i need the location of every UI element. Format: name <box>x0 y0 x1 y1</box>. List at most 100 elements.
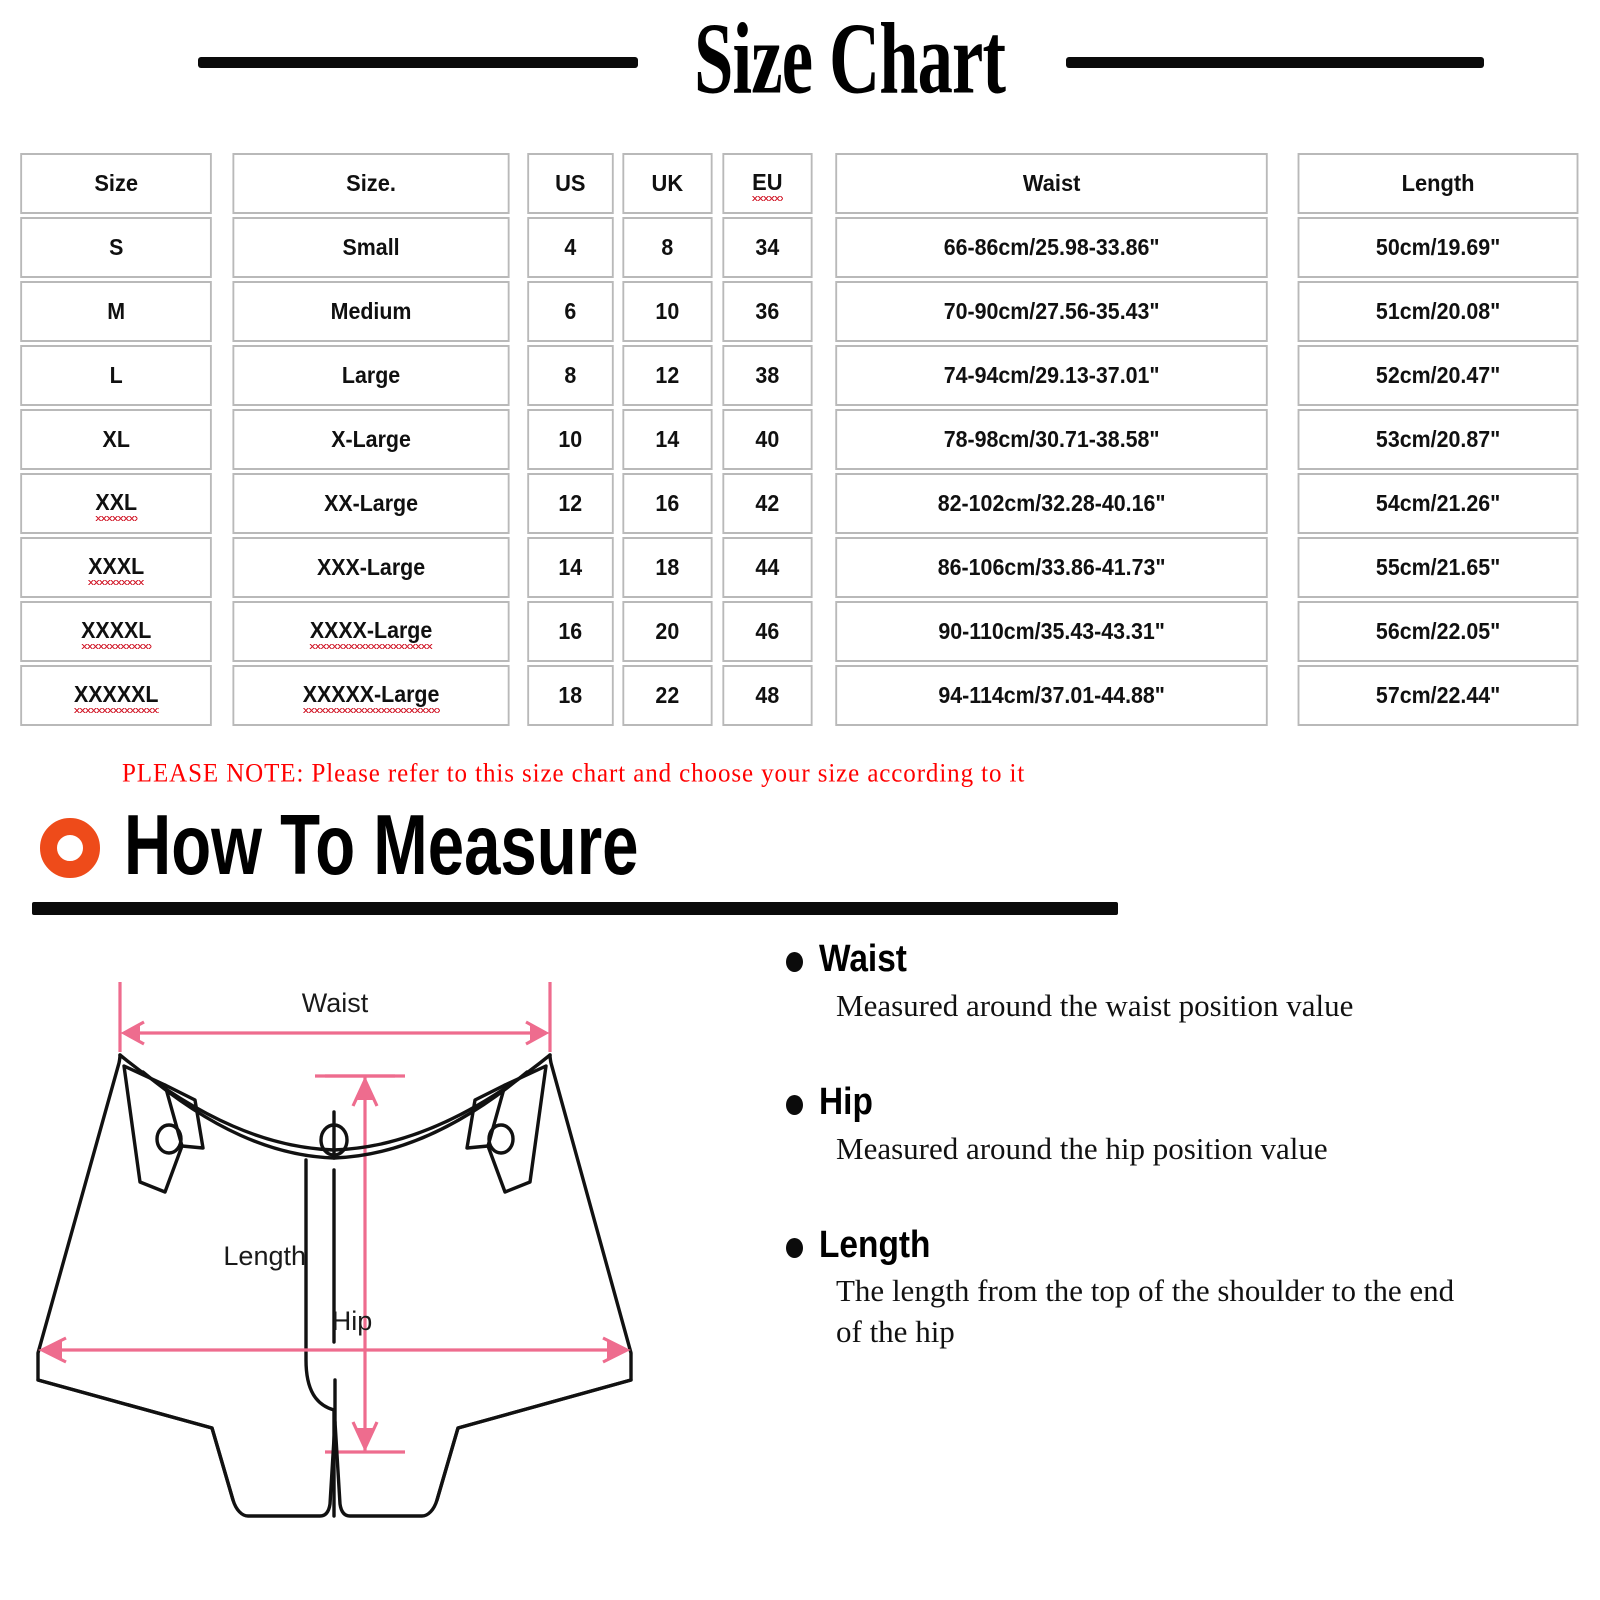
table-header-row: Size Size. US UK EU Waist Length <box>13 153 1589 214</box>
cell-waist: 66-86cm/25.98-33.86" <box>834 217 1268 278</box>
diagram-length-label: Length <box>223 1241 306 1271</box>
table-row: XXXXL XXXX-Large 16 20 46 90-110cm/35.43… <box>13 601 1589 662</box>
measure-label-waist: Waist <box>819 938 907 980</box>
cell-eu: 46 <box>722 601 813 662</box>
cell-waist: 78-98cm/30.71-38.58" <box>834 409 1268 470</box>
cell-size-text: XXL <box>95 489 137 521</box>
cell-size-text: XXXXXL <box>74 681 158 713</box>
cell-size-name: XXX-Large <box>232 537 511 598</box>
cell-size: XXXXL <box>20 601 213 662</box>
cell-size-name-text: XXXXX-Large <box>303 681 440 713</box>
cell-size-text: XXXXL <box>81 617 152 649</box>
cell-size-name: XXXX-Large <box>232 601 511 662</box>
cell-us: 12 <box>526 473 613 534</box>
cell-us: 4 <box>526 217 613 278</box>
cell-size-name: Small <box>232 217 511 278</box>
col-header-size-name: Size. <box>232 153 511 214</box>
col-header-uk: UK <box>622 153 713 214</box>
measure-item-waist: Waist Measured around the waist position… <box>786 938 1586 1027</box>
measure-label-hip: Hip <box>819 1080 873 1123</box>
col-header-length: Length <box>1297 153 1579 214</box>
cell-length: 57cm/22.44" <box>1297 665 1579 726</box>
cell-waist: 74-94cm/29.13-37.01" <box>834 345 1268 406</box>
cell-length: 50cm/19.69" <box>1297 217 1579 278</box>
measure-definitions-list: Waist Measured around the waist position… <box>786 938 1586 1409</box>
cell-size-name-text: XXXX-Large <box>310 617 433 649</box>
cell-size-name: XX-Large <box>232 473 511 534</box>
diagram-hip-label: Hip <box>332 1306 373 1336</box>
cell-uk: 20 <box>622 601 713 662</box>
cell-size: L <box>20 345 213 406</box>
measure-desc-hip: Measured around the hip position value <box>836 1130 1328 1166</box>
cell-size: XL <box>20 409 213 470</box>
col-header-size: Size <box>20 153 213 214</box>
table-row: XL X-Large 10 14 40 78-98cm/30.71-38.58"… <box>13 409 1589 470</box>
cell-waist: 94-114cm/37.01-44.88" <box>834 665 1268 726</box>
cell-uk: 22 <box>622 665 713 726</box>
title-rule-right <box>1065 56 1484 68</box>
cell-us: 18 <box>526 665 613 726</box>
table-row: XXXL XXX-Large 14 18 44 86-106cm/33.86-4… <box>13 537 1589 598</box>
col-header-waist: Waist <box>834 153 1268 214</box>
col-header-eu: EU <box>722 153 813 214</box>
cell-length: 54cm/21.26" <box>1297 473 1579 534</box>
cell-waist: 86-106cm/33.86-41.73" <box>834 537 1268 598</box>
how-to-measure-underline <box>32 902 1118 915</box>
cell-eu: 34 <box>722 217 813 278</box>
how-to-measure-heading: How To Measure <box>124 797 639 894</box>
cell-uk: 16 <box>622 473 713 534</box>
cell-uk: 12 <box>622 345 713 406</box>
cell-length: 53cm/20.87" <box>1297 409 1579 470</box>
cell-uk: 14 <box>622 409 713 470</box>
cell-eu: 40 <box>722 409 813 470</box>
cell-uk: 8 <box>622 217 713 278</box>
col-header-us: US <box>526 153 613 214</box>
cell-eu: 44 <box>722 537 813 598</box>
cell-size: M <box>20 281 213 342</box>
cell-uk: 10 <box>622 281 713 342</box>
cell-us: 16 <box>526 601 613 662</box>
measure-item-length: Length The length from the top of the sh… <box>786 1223 1586 1354</box>
cell-size: XXXXXL <box>20 665 213 726</box>
measure-desc-length: The length from the top of the shoulder … <box>836 1273 1455 1350</box>
page-title: Size Chart <box>694 1 1006 116</box>
page-title-banner: Size Chart <box>0 8 1600 116</box>
cell-us: 8 <box>526 345 613 406</box>
measure-label-length: Length <box>819 1223 931 1266</box>
cell-eu: 38 <box>722 345 813 406</box>
table-row: S Small 4 8 34 66-86cm/25.98-33.86" 50cm… <box>13 217 1589 278</box>
table-row: M Medium 6 10 36 70-90cm/27.56-35.43" 51… <box>13 281 1589 342</box>
cell-size-text: XXXL <box>88 553 145 585</box>
cell-size: S <box>20 217 213 278</box>
cell-eu: 42 <box>722 473 813 534</box>
cell-size-name: X-Large <box>232 409 511 470</box>
bullet-dot-icon <box>786 1237 803 1258</box>
measure-desc-waist: Measured around the waist position value <box>836 987 1354 1023</box>
cell-waist: 70-90cm/27.56-35.43" <box>834 281 1268 342</box>
bullet-dot-icon <box>786 1094 803 1115</box>
size-chart-table: Size Size. US UK EU Waist Length S Small… <box>10 150 1592 729</box>
cell-eu: 48 <box>722 665 813 726</box>
cell-eu: 36 <box>722 281 813 342</box>
bullet-dot-icon <box>786 951 803 972</box>
cell-us: 10 <box>526 409 613 470</box>
diagram-waist-label: Waist <box>302 988 369 1018</box>
cell-uk: 18 <box>622 537 713 598</box>
col-header-eu-text: EU <box>752 169 782 201</box>
cell-size: XXL <box>20 473 213 534</box>
cell-size-name: XXXXX-Large <box>232 665 511 726</box>
cell-size-name: Medium <box>232 281 511 342</box>
cell-waist: 82-102cm/32.28-40.16" <box>834 473 1268 534</box>
cell-us: 14 <box>526 537 613 598</box>
cell-length: 55cm/21.65" <box>1297 537 1579 598</box>
cell-waist: 90-110cm/35.43-43.31" <box>834 601 1268 662</box>
cell-length: 56cm/22.05" <box>1297 601 1579 662</box>
cell-us: 6 <box>526 281 613 342</box>
how-to-measure-heading-block: How To Measure <box>32 798 1134 921</box>
table-row: XXL XX-Large 12 16 42 82-102cm/32.28-40.… <box>13 473 1589 534</box>
cell-size-name: Large <box>232 345 511 406</box>
cell-length: 51cm/20.08" <box>1297 281 1579 342</box>
cell-length: 52cm/20.47" <box>1297 345 1579 406</box>
ring-icon <box>40 818 100 878</box>
cell-size: XXXL <box>20 537 213 598</box>
